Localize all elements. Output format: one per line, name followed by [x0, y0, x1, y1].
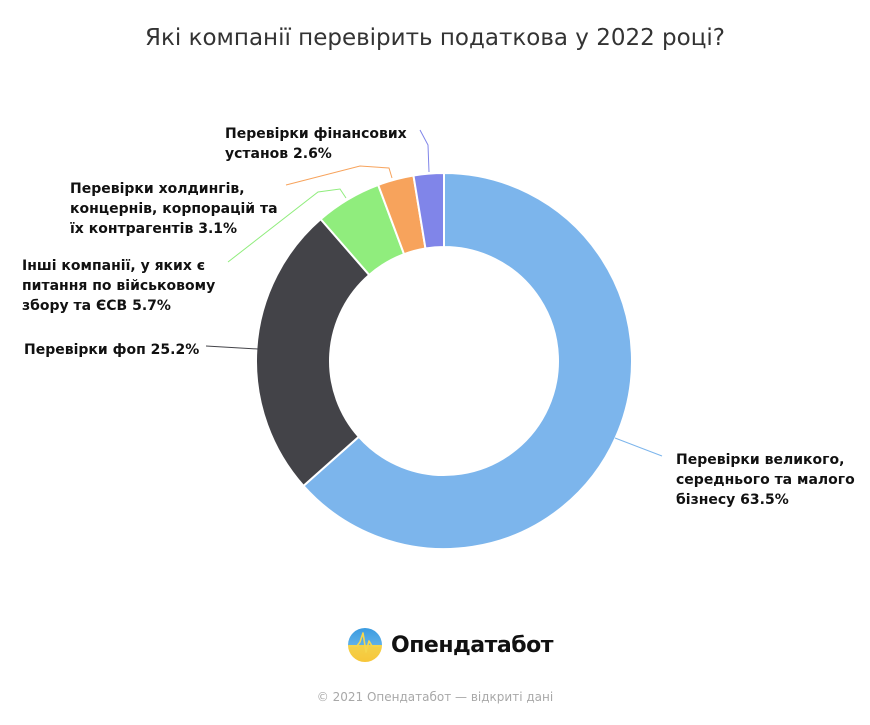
- connector-line: [419, 129, 430, 173]
- donut-slices: [255, 171, 633, 550]
- brand-logo: Опендатабот: [347, 627, 553, 663]
- connector-line: [285, 165, 393, 186]
- label-other: Інші компанії, у яких є питання по війсь…: [22, 258, 216, 314]
- brand-name: Опендатабот: [391, 632, 553, 658]
- label-holdings: Перевірки холдингів, концернів, корпорац…: [70, 181, 278, 237]
- label-fop: Перевірки фоп 25.2%: [24, 342, 200, 358]
- connector-line: [205, 345, 259, 350]
- slice-financial[interactable]: [412, 171, 445, 250]
- label-financial: Перевірки фінансових установ 2.6%: [225, 126, 407, 162]
- chart-title: Які компанії перевірить податкова у 2022…: [145, 25, 725, 51]
- label-connectors: [205, 129, 663, 457]
- slice-business[interactable]: [302, 171, 633, 550]
- slice-fop[interactable]: [255, 217, 371, 488]
- copyright: © 2021 Опендатабот — відкриті дані: [316, 690, 554, 704]
- connector-line: [614, 437, 663, 457]
- pulse-logo-icon: [348, 628, 382, 662]
- label-business: Перевірки великого, середнього та малого…: [676, 452, 855, 508]
- connector-line: [227, 188, 347, 263]
